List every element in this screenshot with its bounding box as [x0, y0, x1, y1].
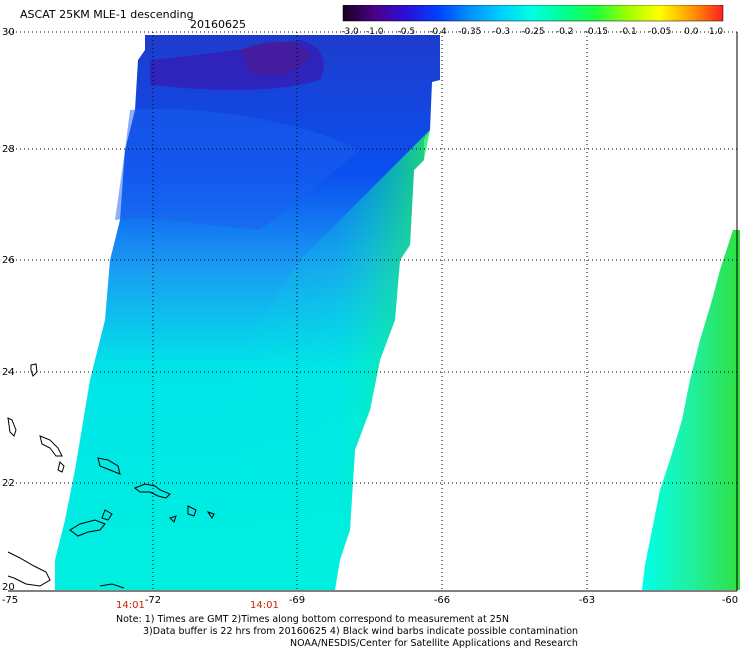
colorbar-tick-label: -0.15 [585, 27, 608, 35]
satellite-swath-east [642, 230, 740, 590]
colorbar-tick-label: -0.1 [619, 27, 637, 35]
lat-label-22: 22 [2, 478, 15, 489]
lat-label-30: 30 [2, 27, 15, 38]
satellite-swath-west [55, 35, 440, 590]
lat-label-26: 26 [2, 255, 15, 266]
lon-label-75: -75 [2, 595, 18, 606]
colorbar-tick-label: -0.2 [556, 27, 574, 35]
lat-label-24: 24 [2, 367, 15, 378]
colorbar-tick-label: -1.0 [366, 27, 384, 35]
lon-label-60: -60 [722, 595, 738, 606]
coastline [7, 363, 215, 589]
colorbar-tick-label: -0.25 [521, 27, 544, 35]
lon-label-69: -69 [289, 595, 305, 606]
note-line-1: Note: 1) Times are GMT 2)Times along bot… [116, 614, 509, 625]
lat-label-28: 28 [2, 144, 15, 155]
colorbar-tick-label: -0.35 [458, 27, 481, 35]
colorbar-tick-label: 1.0 [709, 27, 724, 35]
date: 20160625 [190, 18, 246, 31]
colorbar-tick-label: -0.4 [429, 27, 447, 35]
colorbar-tick-label: -3.0 [342, 27, 359, 35]
pass-time-2: 14:01 [250, 600, 279, 611]
graticule [8, 31, 737, 590]
colorbar-gradient [342, 5, 724, 22]
title: ASCAT 25KM MLE-1 descending [20, 8, 194, 21]
colorbar-tick-label: -0.5 [398, 27, 416, 35]
lon-label-72: -72 [145, 595, 161, 606]
lon-label-66: -66 [434, 595, 450, 606]
lon-label-63: -63 [579, 595, 595, 606]
note-line-3: NOAA/NESDIS/Center for Satellite Applica… [290, 638, 578, 649]
colorbar-tick-label: 0.0 [684, 27, 699, 35]
pass-time-1: 14:01 [116, 600, 145, 611]
colorbar-tick-label: -0.3 [493, 27, 511, 35]
lat-label-20: 20 [2, 582, 15, 593]
colorbar-tick-label: -0.05 [648, 27, 671, 35]
note-line-2: 3)Data buffer is 22 hrs from 20160625 4)… [143, 626, 579, 637]
colorbar: -3.0 -1.0 -0.5 -0.4 -0.35 -0.3 -0.25 -0.2 -0.15 -… [342, 5, 724, 35]
